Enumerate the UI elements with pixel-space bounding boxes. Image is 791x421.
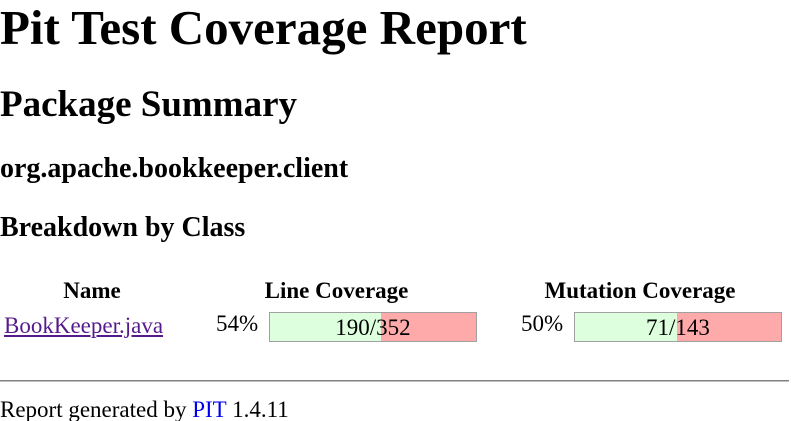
mutation-coverage-bar: 71/143 bbox=[574, 312, 782, 342]
breakdown-title: Breakdown by Class bbox=[0, 212, 246, 243]
mutation-coverage-bar-fill bbox=[575, 313, 678, 341]
footer-prefix: Report generated by bbox=[0, 397, 187, 421]
mutation-coverage-cell: 50% 71/143 bbox=[489, 306, 791, 342]
report-footer: Report generated by PIT 1.4.11 bbox=[0, 395, 289, 421]
class-name-cell: BookKeeper.java bbox=[0, 306, 184, 342]
mutation-coverage-percent: 50% bbox=[521, 311, 564, 336]
line-coverage-column-header: Line Coverage bbox=[264, 278, 409, 303]
line-coverage-percent: 54% bbox=[216, 311, 259, 336]
line-coverage-wrap: 54% 190/352 bbox=[184, 306, 489, 342]
coverage-table: Name Line Coverage Mutation Coverage Boo… bbox=[0, 276, 791, 342]
line-coverage-ratio: 190/352 bbox=[335, 315, 411, 340]
mutation-coverage-column-header: Mutation Coverage bbox=[544, 278, 736, 303]
package-name: org.apache.bookkeeper.client bbox=[0, 153, 349, 184]
mutation-coverage-ratio: 71/143 bbox=[646, 315, 710, 340]
footer-divider bbox=[0, 380, 789, 382]
section-title: Package Summary bbox=[0, 84, 297, 125]
coverage-table-header-row: Name Line Coverage Mutation Coverage bbox=[0, 276, 791, 306]
mutation-coverage-wrap: 50% 71/143 bbox=[489, 306, 791, 342]
pit-version: 1.4.11 bbox=[232, 397, 289, 421]
line-coverage-bar: 190/352 bbox=[269, 312, 477, 342]
line-coverage-cell: 54% 190/352 bbox=[184, 306, 489, 342]
pit-link[interactable]: PIT bbox=[192, 397, 227, 421]
class-link-bookkeeper[interactable]: BookKeeper.java bbox=[4, 313, 164, 338]
report-title: Pit Test Coverage Report bbox=[0, 0, 527, 55]
line-coverage-bar-fill bbox=[270, 313, 382, 341]
name-column-header: Name bbox=[63, 278, 121, 303]
table-row: BookKeeper.java 54% 190/352 50% bbox=[0, 306, 791, 342]
